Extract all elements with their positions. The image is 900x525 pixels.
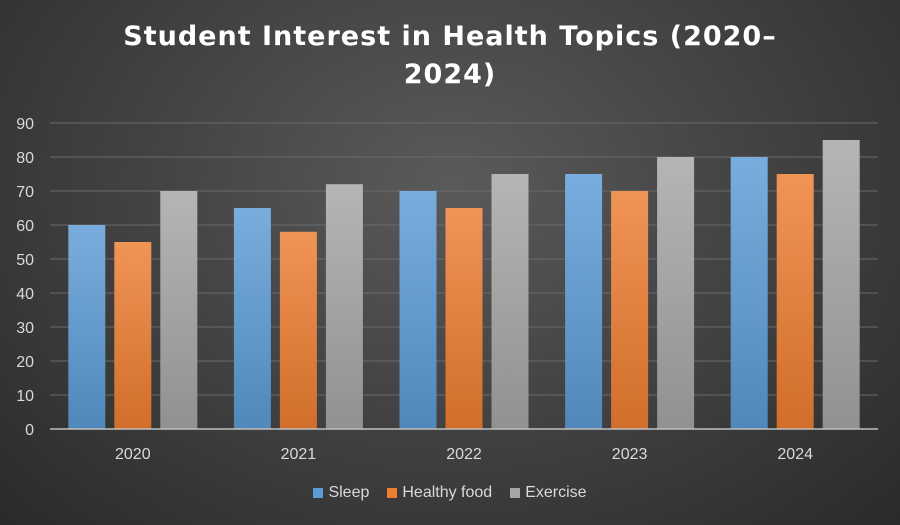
bar-exercise-2021	[325, 184, 363, 429]
bar-sleep-2022	[399, 191, 437, 429]
legend-label: Healthy food	[402, 484, 493, 501]
bar-exercise-2024	[822, 140, 860, 429]
legend-swatch	[510, 488, 521, 498]
y-tick-label: 0	[25, 422, 34, 439]
bar-sleep-2024	[730, 157, 768, 429]
legend-swatch	[387, 488, 398, 498]
y-tick-label: 10	[16, 388, 34, 405]
x-tick-label: 2023	[612, 446, 648, 463]
y-tick-label: 80	[16, 150, 34, 167]
x-tick-label: 2021	[281, 446, 317, 463]
legend-label: Sleep	[328, 484, 370, 501]
bar-healthy-food-2024	[776, 174, 814, 429]
bar-exercise-2023	[657, 157, 695, 429]
x-tick-label: 2022	[446, 446, 482, 463]
y-tick-label: 20	[16, 354, 34, 371]
y-tick-label: 30	[16, 320, 34, 337]
bar-exercise-2020	[160, 191, 198, 429]
legend-item: Sleep	[313, 484, 369, 502]
y-tick-label: 90	[16, 116, 34, 133]
bar-sleep-2020	[68, 225, 106, 429]
legend-swatch	[313, 488, 324, 498]
x-tick-label: 2024	[777, 446, 813, 463]
bar-healthy-food-2023	[611, 191, 649, 429]
legend: Sleep Healthy food Exercise	[0, 484, 900, 502]
y-tick-label: 60	[16, 218, 34, 235]
x-tick-label: 2020	[115, 446, 151, 463]
y-tick-label: 40	[16, 286, 34, 303]
bar-sleep-2021	[233, 208, 271, 429]
y-tick-label: 50	[16, 252, 34, 269]
legend-item: Exercise	[510, 484, 587, 502]
legend-item: Healthy food	[387, 484, 492, 502]
bar-exercise-2022	[491, 174, 529, 429]
bar-healthy-food-2021	[279, 231, 317, 429]
chart-title: Student Interest in Health Topics (2020–…	[123, 21, 777, 90]
legend-label: Exercise	[525, 484, 587, 501]
bar-healthy-food-2020	[114, 242, 152, 429]
bar-healthy-food-2022	[445, 208, 483, 429]
bar-sleep-2023	[565, 174, 603, 429]
y-tick-label: 70	[16, 184, 34, 201]
